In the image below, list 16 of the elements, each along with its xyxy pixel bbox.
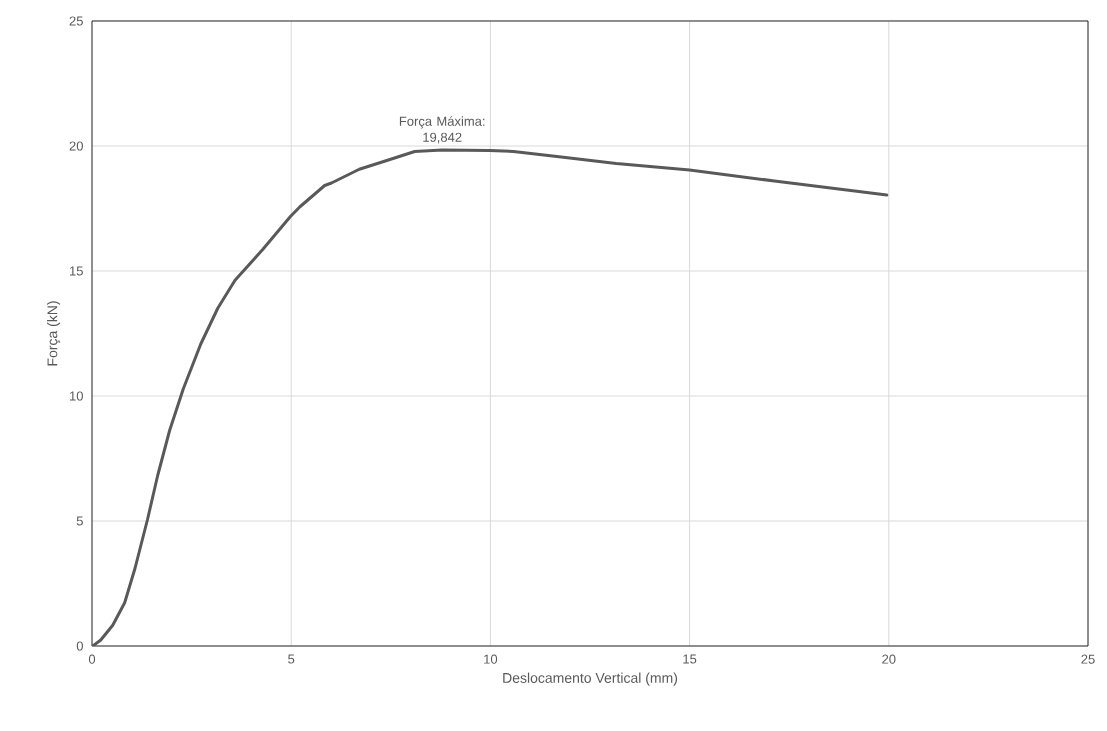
y-axis-title: Força (kN): [47, 301, 61, 366]
line-series: [92, 148, 889, 646]
annotation: Força Máxima: 19,842: [399, 116, 485, 144]
x-tick-label: 20: [882, 654, 896, 664]
x-tick-label: 5: [288, 654, 295, 664]
x-axis-title: Deslocamento Vertical (mm): [503, 672, 678, 686]
y-tick-label: 25: [69, 16, 83, 26]
y-tick-label: 10: [69, 391, 83, 401]
x-tick-label: 0: [88, 654, 96, 664]
x-tick-label: 10: [484, 654, 498, 664]
y-tick-label: 20: [69, 141, 83, 151]
x-tick-label: 25: [1081, 654, 1095, 664]
y-tick-label: 0: [76, 641, 83, 651]
x-tick-label: 15: [683, 654, 697, 664]
y-tick-label: 15: [69, 266, 83, 276]
y-tick-label: 5: [76, 516, 83, 526]
